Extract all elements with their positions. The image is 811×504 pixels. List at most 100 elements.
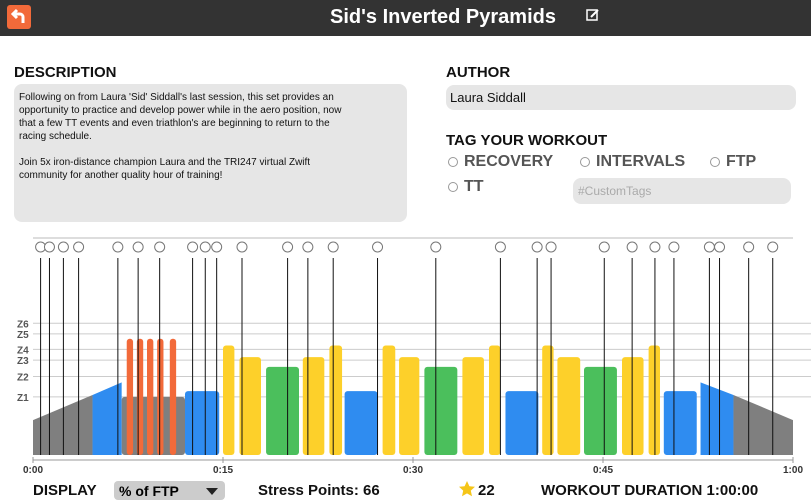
interval-block	[239, 357, 261, 455]
text-event-marker	[327, 241, 339, 253]
interval-block	[424, 366, 458, 455]
interval-block	[648, 345, 660, 455]
interval-block	[622, 357, 644, 455]
tags-heading: TAG YOUR WORKOUT	[446, 132, 608, 149]
interval-block	[663, 391, 697, 455]
back-button[interactable]	[7, 5, 31, 29]
text-event-marker	[714, 241, 726, 253]
ramp-block	[92, 382, 122, 455]
interval-block	[462, 357, 484, 455]
radio[interactable]	[448, 157, 458, 167]
text-event-marker	[57, 241, 69, 253]
zone-label: Z3	[17, 356, 29, 367]
interval-block	[344, 391, 378, 455]
display-dropdown[interactable]: % of FTP	[114, 481, 225, 500]
text-event-marker	[598, 241, 610, 253]
interval-block	[382, 345, 396, 455]
text-event-marker	[73, 241, 85, 253]
text-event-marker	[187, 241, 199, 253]
author-box[interactable]: Laura Siddall	[446, 85, 796, 110]
text-event-marker	[372, 241, 384, 253]
text-event-marker	[767, 241, 779, 253]
interval-block	[126, 338, 134, 455]
ramp-block	[700, 382, 734, 455]
text-event-marker	[302, 241, 314, 253]
edit-icon[interactable]	[586, 8, 600, 22]
text-event-marker	[132, 241, 144, 253]
text-event-marker	[545, 241, 557, 253]
interval-block	[223, 345, 235, 455]
text-event-marker	[649, 241, 661, 253]
interval-block	[266, 366, 299, 455]
description-line: opportunity to practice and develop powe…	[19, 105, 342, 116]
interval-block	[157, 338, 164, 455]
interval-block	[542, 345, 554, 455]
workout-duration: WORKOUT DURATION 1:00:00	[541, 482, 759, 499]
description-line	[19, 143, 402, 156]
zone-label: Z2	[17, 373, 29, 384]
x-tick-label: 1:00	[783, 465, 803, 475]
text-event-marker	[430, 241, 442, 253]
interval-block	[147, 338, 154, 455]
dropdown-arrow	[206, 488, 218, 495]
description-line: racing schedule.	[19, 131, 92, 142]
description-line: that a few TT events and even triathlon'…	[19, 118, 330, 129]
interval-block	[185, 391, 220, 455]
text-event-marker	[112, 241, 124, 253]
ramp-block	[733, 394, 793, 455]
tag-option[interactable]: INTERVALS	[596, 153, 686, 170]
description-box[interactable]: Following on from Laura 'Sid' Siddall's …	[14, 84, 407, 222]
radio[interactable]	[580, 157, 590, 167]
text-event-marker	[236, 241, 248, 253]
zone-label: Z4	[17, 345, 29, 356]
dropdown-value: % of FTP	[119, 483, 179, 499]
text-event-marker	[668, 241, 680, 253]
description-line: Join 5x iron-distance champion Laura and…	[19, 157, 311, 168]
display-label: DISPLAY	[33, 482, 97, 499]
zone-label: Z6	[17, 319, 29, 330]
x-tick-label: 0:15	[213, 465, 233, 475]
interval-block	[557, 357, 581, 455]
text-event-marker	[703, 241, 715, 253]
text-event-marker	[626, 241, 638, 253]
placeholder: #CustomTags	[578, 184, 652, 198]
x-tick-label: 0:45	[593, 465, 613, 475]
interval-block	[505, 391, 539, 455]
tag-option[interactable]: TT	[464, 178, 484, 195]
description-heading: DESCRIPTION	[14, 64, 117, 81]
text-event-marker	[211, 241, 223, 253]
description-line: Following on from Laura 'Sid' Siddall's …	[19, 92, 334, 103]
custom-tags-input[interactable]: #CustomTags	[573, 178, 791, 204]
tag-option[interactable]: RECOVERY	[464, 153, 554, 170]
interval-block	[329, 345, 343, 455]
interval-block	[302, 357, 325, 455]
author-name: Laura Siddall	[450, 90, 526, 105]
interval-block	[399, 357, 420, 455]
text-event-marker	[199, 241, 211, 253]
workout-title[interactable]: Sid's Inverted Pyramids	[330, 6, 556, 28]
author-heading: AUTHOR	[446, 64, 511, 81]
text-event-marker	[531, 241, 543, 253]
text-event-marker	[282, 241, 294, 253]
text-event-marker	[743, 241, 755, 253]
header-bar	[0, 0, 811, 36]
description-line: community for another quality hour of tr…	[19, 170, 223, 181]
interval-block	[584, 366, 617, 455]
text-event-marker	[43, 241, 55, 253]
zone-label: Z5	[17, 330, 29, 341]
x-tick-label: 0:30	[403, 465, 423, 475]
star-icon	[459, 481, 475, 497]
star-count: 22	[478, 482, 495, 499]
x-tick-label: 0:00	[23, 465, 43, 475]
zone-label: Z1	[17, 393, 29, 404]
tag-option[interactable]: FTP	[726, 153, 757, 170]
radio[interactable]	[448, 182, 458, 192]
interval-block	[169, 338, 177, 455]
stress-points: Stress Points: 66	[258, 482, 380, 499]
ramp-block	[33, 394, 93, 455]
radio[interactable]	[710, 157, 720, 167]
text-event-marker	[494, 241, 506, 253]
interval-block	[489, 345, 501, 455]
